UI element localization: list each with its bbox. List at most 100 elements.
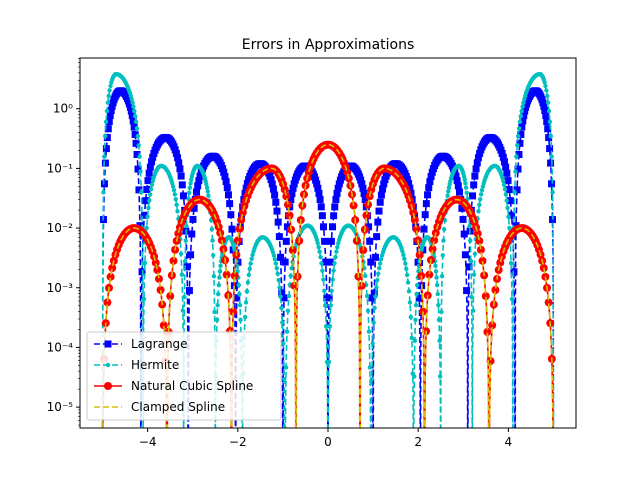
data-point (507, 225, 512, 231)
data-point (107, 107, 115, 115)
data-point (516, 126, 522, 131)
data-point (412, 225, 421, 234)
data-point (274, 265, 279, 271)
data-point (209, 227, 215, 232)
data-point (277, 253, 285, 261)
data-point (364, 293, 370, 299)
data-point (216, 282, 222, 288)
data-point (223, 184, 231, 192)
data-point (204, 185, 210, 190)
data-point (472, 165, 480, 173)
data-point (505, 205, 510, 211)
data-point (426, 178, 434, 186)
data-point (106, 93, 111, 99)
data-point (278, 294, 283, 299)
data-point (272, 257, 278, 262)
data-point (169, 256, 178, 265)
legend-marker (104, 382, 112, 390)
data-point (174, 229, 183, 238)
data-point (290, 180, 298, 188)
data-point (544, 88, 549, 93)
data-point (313, 180, 321, 188)
data-point (375, 207, 383, 215)
data-point (362, 266, 367, 271)
data-point (483, 327, 492, 336)
data-point (476, 149, 484, 157)
data-point (488, 321, 497, 330)
data-point (461, 251, 469, 259)
data-point (404, 266, 409, 271)
data-point (543, 118, 551, 126)
data-point (322, 288, 327, 293)
data-point (496, 258, 505, 267)
data-point (504, 177, 512, 185)
data-point (322, 258, 330, 266)
data-point (499, 153, 507, 161)
data-point (326, 359, 332, 365)
data-point (275, 233, 283, 241)
data-point (285, 308, 291, 313)
data-point (188, 230, 196, 238)
data-point (238, 208, 247, 217)
data-point (187, 185, 193, 190)
data-point (151, 258, 160, 267)
data-point (319, 223, 327, 231)
data-point (539, 99, 547, 107)
data-point (541, 107, 549, 115)
data-point (410, 215, 419, 224)
data-point (244, 289, 250, 294)
data-point (176, 165, 184, 173)
data-point (284, 329, 290, 334)
data-point (226, 200, 234, 208)
data-point (520, 104, 525, 109)
data-point (421, 211, 429, 219)
data-point (470, 308, 476, 313)
data-point (132, 139, 140, 147)
data-point (549, 154, 554, 159)
data-point (441, 238, 446, 243)
data-point (230, 271, 239, 280)
data-point (105, 118, 113, 126)
data-point (193, 188, 201, 196)
data-point (277, 285, 282, 290)
data-point (509, 296, 515, 302)
data-point (370, 341, 375, 346)
data-point (542, 112, 550, 120)
data-point (194, 182, 202, 190)
data-point (547, 159, 555, 167)
data-point (289, 266, 294, 271)
data-point (131, 130, 139, 138)
data-point (465, 263, 473, 271)
data-point (137, 154, 142, 159)
data-point (183, 263, 191, 271)
y-tick-label: 10⁻³ (47, 281, 74, 295)
data-point (519, 117, 527, 125)
data-point (546, 145, 554, 153)
data-point (245, 280, 251, 285)
data-point (217, 275, 222, 280)
data-point (227, 211, 235, 219)
data-point (406, 184, 414, 192)
data-point (475, 236, 484, 245)
data-point (408, 314, 414, 320)
data-point (134, 126, 140, 131)
data-point (132, 108, 137, 114)
data-point (335, 180, 343, 188)
data-point (100, 180, 108, 188)
data-point (473, 229, 482, 238)
data-point (273, 261, 279, 266)
data-point (130, 123, 138, 131)
data-point (424, 191, 432, 199)
data-point (375, 277, 380, 283)
x-tick-label: −2 (229, 435, 247, 449)
data-point (217, 269, 223, 274)
data-point (550, 190, 555, 195)
data-point (359, 184, 367, 192)
data-point (243, 300, 249, 305)
data-point (127, 107, 135, 115)
data-point (454, 182, 462, 190)
data-point (280, 185, 289, 194)
data-point (214, 317, 220, 323)
data-point (503, 192, 509, 197)
data-point (179, 192, 187, 200)
